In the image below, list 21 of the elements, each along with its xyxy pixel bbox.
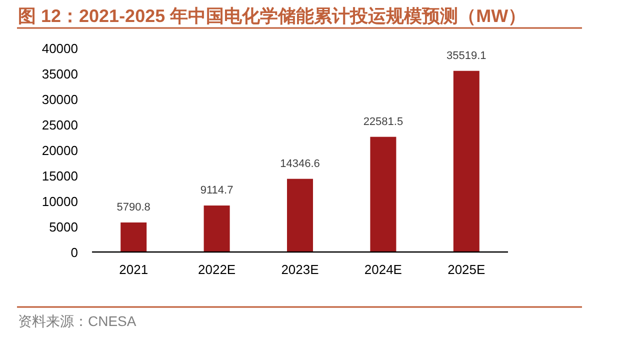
ytick: 30000 [42,92,78,107]
xtick: 2025E [448,262,486,277]
ytick: 15000 [42,168,78,184]
ytick: 5000 [49,220,78,234]
data-label: 22581.5 [363,116,404,128]
xtick: 2021 [119,262,148,277]
ytick: 35000 [42,66,78,82]
data-label: 5790.8 [116,201,150,214]
ytick: 40000 [42,41,78,56]
xtick: 2023E [281,262,319,277]
xtick: 2024E [364,262,402,277]
data-label: 9114.7 [200,184,234,197]
data-label: 35519.1 [446,50,486,62]
annotation: 资料来源：CNESA [18,313,136,329]
xtick: 2022E [198,262,236,277]
data-label: 14346.6 [280,158,320,170]
ytick: 20000 [42,143,78,158]
ytick: 0 [70,245,78,260]
title: 图 12：2021-2025 年中国电化学储能累计投运规模预测（MW） [18,6,526,26]
ytick: 25000 [42,118,78,132]
ytick: 10000 [42,194,78,209]
